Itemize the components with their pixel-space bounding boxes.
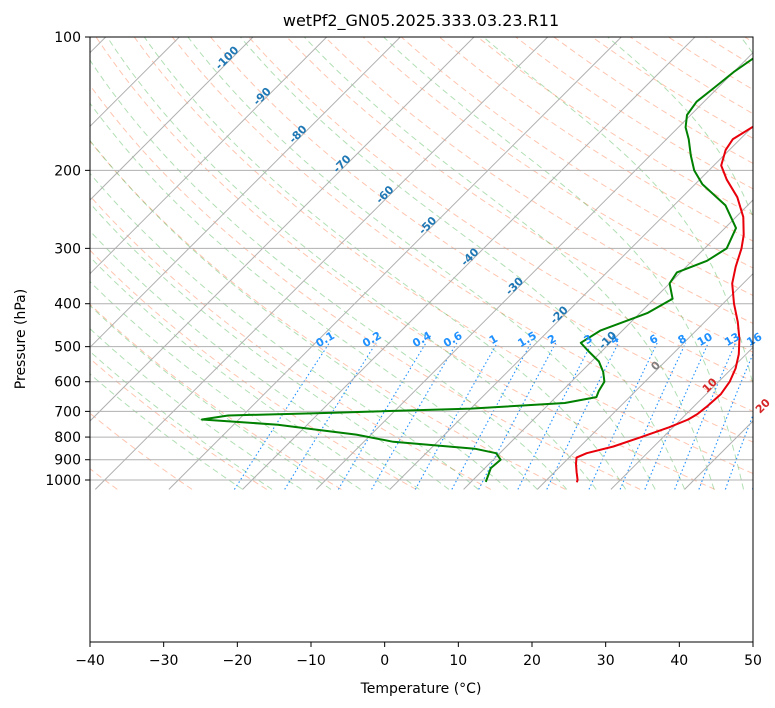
dry-adiabat-line	[324, 37, 753, 325]
sounding-series	[201, 57, 753, 483]
moist-adiabat-line	[106, 37, 597, 490]
moist-adiabat-line	[90, 280, 361, 490]
isotherm-grid-line	[90, 37, 180, 128]
isotherm-grid-line	[610, 346, 753, 490]
isotherm-grid-line	[94, 37, 549, 490]
moist-adiabat-line	[383, 37, 744, 490]
isotherm-grid-line	[0, 37, 32, 489]
moist-adiabat-line	[187, 37, 656, 490]
dewpoint-line	[201, 57, 753, 483]
isotherm-grid-line	[90, 37, 254, 201]
y-tick-label: 700	[54, 404, 81, 420]
mixing-ratio-line	[337, 342, 427, 490]
x-axis-ticks: −40 −30 −20 −10 0 10 20 30 40 50	[75, 642, 762, 669]
isotherm-grid-line	[90, 37, 401, 349]
isotherm-grid-line	[536, 272, 753, 490]
dry-adiabat-line	[90, 412, 193, 490]
mixing-ratio-line	[233, 342, 330, 490]
moist-adiabat-line	[90, 350, 273, 490]
y-axis-ticks: 100 200 300 400 500 600 700 800 900 1000	[45, 30, 90, 489]
isotherm-grid-line	[315, 51, 753, 490]
mixing-ratio-line	[751, 486, 753, 490]
dry-adiabat-line	[210, 37, 753, 412]
dry-adiabat-line	[95, 37, 716, 490]
moist-adiabat-line	[90, 139, 509, 490]
dry-adiabat-line	[248, 37, 753, 382]
dry-adiabats	[90, 37, 753, 490]
y-axis-label: Pressure (hPa)	[13, 289, 29, 389]
mixing-ratio-lines	[233, 342, 753, 490]
mixing-ratio-line	[284, 342, 377, 490]
isotherm-grid-line	[168, 37, 622, 490]
y-tick-label: 400	[54, 297, 81, 313]
y-tick-label: 100	[54, 30, 81, 46]
mixing-ratio-line	[478, 342, 557, 490]
x-tick-label: 20	[523, 653, 541, 669]
mixing-ratio-line	[588, 342, 658, 490]
y-tick-label: 800	[54, 430, 81, 446]
x-tick-label: −40	[75, 653, 105, 669]
x-tick-label: 40	[670, 653, 688, 669]
y-tick-label: 1000	[45, 473, 81, 489]
moist-adiabat-line	[143, 37, 627, 490]
y-tick-label: 500	[54, 340, 81, 356]
isotherm-grid-line	[463, 199, 753, 490]
moist-adiabat-line	[90, 256, 391, 490]
dry-adiabat-line	[362, 37, 753, 296]
dry-adiabat-line	[400, 37, 753, 269]
moist-adiabat-line	[303, 37, 715, 490]
dry-adiabat-line	[90, 303, 342, 490]
plot-frame	[89, 36, 754, 643]
grid-lines	[0, 37, 775, 490]
isotherm-grid-line	[90, 37, 475, 422]
dry-adiabat-line	[133, 37, 753, 475]
dry-adiabat-line	[90, 249, 417, 490]
mixing-ratio-line	[451, 342, 532, 490]
y-tick-label: 300	[54, 241, 81, 257]
chart-title: wetPf2_GN05.2025.333.03.23.R11	[283, 11, 559, 31]
temperature-line	[575, 125, 753, 483]
mixing-ratio-line	[644, 342, 709, 490]
isotherm-label: 20	[753, 396, 773, 416]
mixing-ratio-line	[619, 342, 687, 490]
y-tick-label: 200	[54, 163, 81, 179]
dry-adiabat-line	[171, 37, 753, 443]
x-tick-label: 50	[744, 653, 762, 669]
x-tick-label: −20	[223, 653, 253, 669]
x-axis-label: Temperature (°C)	[360, 681, 482, 697]
x-tick-label: 0	[380, 653, 389, 669]
y-tick-label: 600	[54, 375, 81, 391]
plot-area	[90, 37, 753, 642]
moist-adiabat-line	[90, 102, 538, 490]
y-tick-label: 900	[54, 453, 81, 469]
x-tick-label: −30	[149, 653, 179, 669]
moist-adiabat-line	[240, 37, 686, 490]
mixing-ratio-line	[414, 342, 498, 490]
x-tick-label: 10	[449, 653, 467, 669]
mixing-ratio-line	[371, 342, 458, 490]
mixing-ratio-line	[674, 342, 737, 490]
x-tick-label: 30	[597, 653, 615, 669]
moist-adiabat-line	[90, 304, 332, 490]
isotherm-grid-line	[389, 125, 753, 490]
moist-adiabat-line	[90, 59, 568, 490]
x-tick-label: −10	[296, 653, 326, 669]
isotherm-grid-line	[90, 37, 328, 275]
dry-adiabat-line	[90, 84, 641, 490]
isotherm-grid-line	[758, 37, 775, 489]
